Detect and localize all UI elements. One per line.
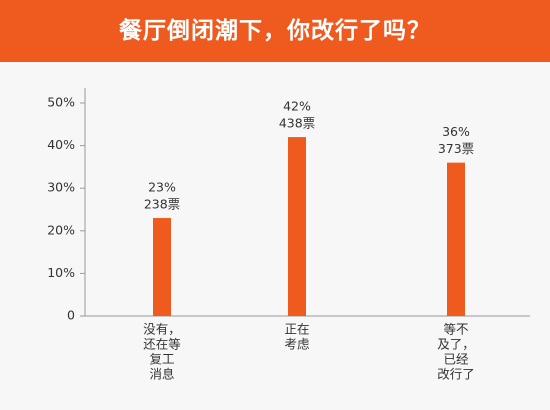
bar xyxy=(447,162,465,316)
x-tick-label: 还在等 xyxy=(143,337,181,352)
x-tick-label: 改行了 xyxy=(437,367,475,382)
x-tick-label: 等不 xyxy=(443,322,468,337)
value-label: 36% xyxy=(442,124,470,139)
bar xyxy=(153,218,171,316)
x-tick-label: 及了， xyxy=(437,337,475,352)
vote-label: 238票 xyxy=(144,197,180,212)
x-tick-label: 没有， xyxy=(143,322,181,337)
x-tick-label: 消息 xyxy=(149,367,174,382)
x-tick-label: 正在 xyxy=(284,322,309,337)
x-tick-label: 考虑 xyxy=(284,337,310,352)
x-tick-label: 已经 xyxy=(443,352,469,367)
y-tick-label: 20% xyxy=(47,222,75,237)
value-label: 23% xyxy=(148,180,176,195)
y-tick-label: 30% xyxy=(47,180,75,195)
y-tick-label: 50% xyxy=(47,95,75,110)
vote-label: 438票 xyxy=(279,116,315,131)
x-tick-label: 复工 xyxy=(149,352,174,367)
bar xyxy=(288,137,306,316)
y-tick-label: 0 xyxy=(67,308,75,323)
chart-title: 餐厅倒闭潮下，你改行了吗？ xyxy=(0,0,550,62)
y-tick-label: 10% xyxy=(47,265,75,280)
vote-label: 373票 xyxy=(438,141,474,156)
value-label: 42% xyxy=(283,99,311,114)
y-tick-label: 40% xyxy=(47,137,75,152)
